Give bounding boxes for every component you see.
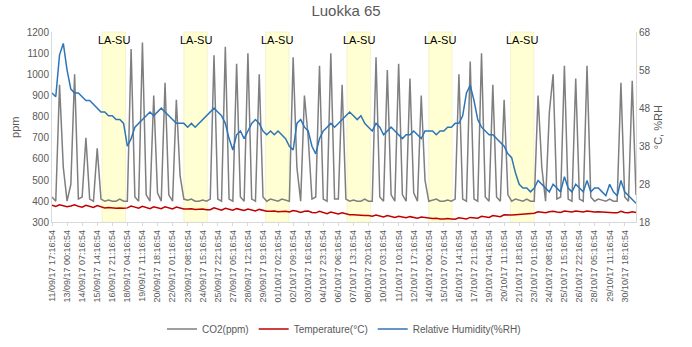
svg-text:500: 500 xyxy=(32,175,49,186)
svg-text:14/10/17 00:16:54: 14/10/17 00:16:54 xyxy=(424,230,434,303)
svg-text:11/09/17 17:16:54: 11/09/17 17:16:54 xyxy=(47,230,57,302)
svg-text:12/10/17 17:16:54: 12/10/17 17:16:54 xyxy=(409,230,419,303)
svg-text:24/09/17 15:16:54: 24/09/17 15:16:54 xyxy=(198,230,208,303)
svg-text:48: 48 xyxy=(639,103,651,114)
svg-text:CO2(ppm): CO2(ppm) xyxy=(202,324,249,335)
svg-text:LA-SU: LA-SU xyxy=(261,34,293,46)
svg-text:68: 68 xyxy=(639,27,651,38)
svg-text:LA-SU: LA-SU xyxy=(424,34,456,46)
svg-text:900: 900 xyxy=(32,90,49,101)
svg-text:25/10/17 15:16:54: 25/10/17 15:16:54 xyxy=(559,230,569,303)
svg-text:1200: 1200 xyxy=(27,27,50,38)
svg-text:26/10/17 22:16:54: 26/10/17 22:16:54 xyxy=(574,230,584,303)
svg-text:Relative Humidity(%RH): Relative Humidity(%RH) xyxy=(413,324,521,335)
svg-text:ppm: ppm xyxy=(9,116,21,137)
svg-text:17/10/17 21:16:54: 17/10/17 21:16:54 xyxy=(469,230,479,303)
svg-text:29/10/17 11:16:54: 29/10/17 11:16:54 xyxy=(605,230,615,302)
svg-text:07/10/17 13:16:54: 07/10/17 13:16:54 xyxy=(348,230,358,303)
svg-text:700: 700 xyxy=(32,132,49,143)
svg-text:23/09/17 08:16:54: 23/09/17 08:16:54 xyxy=(183,230,193,303)
svg-text:°C, %RH: °C, %RH xyxy=(652,105,664,149)
svg-text:38: 38 xyxy=(639,141,651,152)
svg-text:19/10/17 04:16:54: 19/10/17 04:16:54 xyxy=(484,230,494,303)
svg-text:16/10/17 14:16:54: 16/10/17 14:16:54 xyxy=(454,230,464,303)
svg-text:Luokka 65: Luokka 65 xyxy=(311,2,380,19)
svg-text:03/10/17 16:16:54: 03/10/17 16:16:54 xyxy=(303,230,313,303)
svg-text:19/09/17 11:16:54: 19/09/17 11:16:54 xyxy=(137,230,147,302)
svg-text:LA-SU: LA-SU xyxy=(180,34,212,46)
svg-text:21/10/17 18:16:54: 21/10/17 18:16:54 xyxy=(514,230,524,303)
svg-text:29/09/17 19:16:54: 29/09/17 19:16:54 xyxy=(258,230,268,303)
svg-text:LA-SU: LA-SU xyxy=(98,34,130,46)
svg-text:20/09/17 18:16:54: 20/09/17 18:16:54 xyxy=(152,230,162,303)
svg-text:10/10/17 03:16:54: 10/10/17 03:16:54 xyxy=(378,230,388,303)
svg-text:600: 600 xyxy=(32,153,49,164)
svg-text:14/09/17 07:16:54: 14/09/17 07:16:54 xyxy=(77,230,87,303)
svg-text:06/10/17 06:16:54: 06/10/17 06:16:54 xyxy=(333,230,343,303)
svg-text:08/10/17 20:16:54: 08/10/17 20:16:54 xyxy=(363,230,373,303)
svg-text:11/10/17 10:16:54: 11/10/17 10:16:54 xyxy=(394,230,404,302)
svg-text:1100: 1100 xyxy=(27,48,49,59)
svg-text:LA-SU: LA-SU xyxy=(343,34,375,46)
svg-text:28/09/17 12:16:54: 28/09/17 12:16:54 xyxy=(243,230,253,303)
svg-text:800: 800 xyxy=(32,111,49,122)
svg-text:22/09/17 01:16:54: 22/09/17 01:16:54 xyxy=(167,230,177,303)
svg-text:25/09/17 22:16:54: 25/09/17 22:16:54 xyxy=(213,230,223,303)
svg-text:27/09/17 05:16:54: 27/09/17 05:16:54 xyxy=(228,230,238,303)
svg-text:02/10/17 09:16:54: 02/10/17 09:16:54 xyxy=(288,230,298,303)
svg-text:01/10/17 02:16:54: 01/10/17 02:16:54 xyxy=(273,230,283,303)
svg-text:28/10/17 05:16:54: 28/10/17 05:16:54 xyxy=(589,230,599,303)
svg-text:58: 58 xyxy=(639,65,651,76)
svg-text:Temperature(°C): Temperature(°C) xyxy=(294,324,368,335)
svg-text:16/09/17 21:16:54: 16/09/17 21:16:54 xyxy=(107,230,117,303)
svg-text:24/10/17 08:16:54: 24/10/17 08:16:54 xyxy=(544,230,554,303)
svg-text:1000: 1000 xyxy=(27,69,50,80)
svg-text:18: 18 xyxy=(639,217,651,228)
svg-text:18/09/17 04:16:54: 18/09/17 04:16:54 xyxy=(122,230,132,303)
svg-text:20/10/17 11:16:54: 20/10/17 11:16:54 xyxy=(499,230,509,302)
svg-text:28: 28 xyxy=(639,179,651,190)
svg-text:300: 300 xyxy=(32,217,49,228)
svg-text:04/10/17 23:16:54: 04/10/17 23:16:54 xyxy=(318,230,328,303)
svg-text:23/10/17 01:16:54: 23/10/17 01:16:54 xyxy=(529,230,539,303)
svg-text:LA-SU: LA-SU xyxy=(506,34,538,46)
svg-text:13/09/17 00:16:54: 13/09/17 00:16:54 xyxy=(62,230,72,303)
svg-text:30/10/17 18:16:54: 30/10/17 18:16:54 xyxy=(620,230,630,303)
svg-text:400: 400 xyxy=(32,196,49,207)
svg-text:15/09/17 14:16:54: 15/09/17 14:16:54 xyxy=(92,230,102,303)
svg-text:15/10/17 07:16:54: 15/10/17 07:16:54 xyxy=(439,230,449,303)
